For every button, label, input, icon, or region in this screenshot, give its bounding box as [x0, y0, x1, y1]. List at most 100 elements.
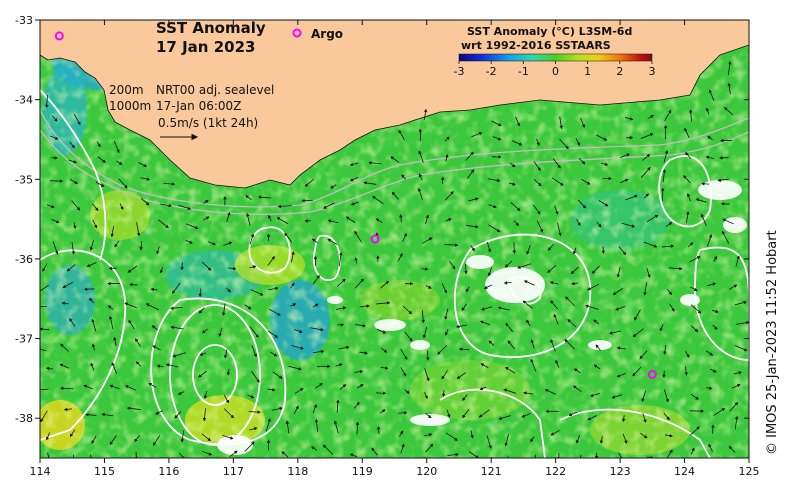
current-arrow-head — [114, 243, 118, 248]
current-arrow-head — [719, 156, 723, 160]
y-tick-label: -33 — [15, 14, 33, 27]
current-arrow-head — [663, 351, 667, 355]
current-arrow-head — [669, 449, 673, 454]
current-arrow-head — [320, 349, 325, 354]
current-arrow-head — [207, 437, 211, 442]
current-arrow-head — [232, 266, 237, 271]
current-arrow-head — [487, 272, 492, 277]
current-arrow-head — [700, 213, 705, 218]
current-arrow-head — [172, 290, 176, 294]
current-arrow-head — [83, 384, 88, 388]
current-arrow-head — [349, 178, 354, 182]
current-arrow-head — [458, 347, 463, 351]
current-arrow-head — [425, 214, 430, 219]
current-arrow-head — [73, 160, 78, 164]
current-arrow-head — [555, 211, 559, 215]
current-arrow-head — [44, 104, 49, 109]
current-arrow-head — [461, 307, 465, 311]
current-arrow-head — [177, 391, 182, 395]
current-arrow-head — [404, 411, 408, 415]
current-arrow-head — [586, 181, 591, 185]
current-arrow-head — [298, 367, 302, 371]
current-arrow-head — [696, 256, 701, 260]
current-arrow-head — [180, 439, 185, 443]
current-arrow-head — [218, 333, 222, 337]
colorbar-title-2: wrt 1992-2016 SSTAARS — [461, 39, 611, 52]
current-arrow-head — [599, 440, 604, 444]
current-arrow-shaft — [40, 284, 49, 292]
current-arrow-head — [89, 297, 93, 302]
current-arrow-head — [148, 383, 153, 387]
current-arrow-head — [511, 163, 516, 168]
current-arrow-head — [443, 289, 447, 294]
current-arrow-head — [298, 329, 303, 334]
colorbar-tick-label: 0 — [552, 65, 559, 78]
current-arrow-head — [441, 375, 445, 380]
current-arrow-head — [685, 151, 689, 156]
current-arrow-head — [570, 270, 575, 275]
current-arrow-head — [221, 312, 226, 316]
current-arrow-head — [250, 441, 255, 446]
colorbar-tick-label: 2 — [616, 65, 623, 78]
current-arrow-head — [634, 194, 638, 199]
current-arrow-head — [587, 286, 592, 291]
current-arrow-head — [291, 251, 295, 255]
current-arrow-head — [707, 135, 711, 140]
current-arrow-head — [145, 201, 150, 206]
current-arrow-head — [505, 367, 509, 371]
current-arrow-head — [581, 160, 586, 165]
current-arrow-head — [278, 375, 283, 379]
current-arrow-head — [624, 440, 628, 444]
current-arrow-head — [503, 281, 508, 285]
current-arrow-head — [360, 384, 364, 388]
current-arrow-head — [327, 219, 332, 223]
current-arrow-head — [480, 320, 484, 324]
current-arrow-head — [36, 388, 39, 391]
current-arrow-head — [314, 418, 319, 423]
current-arrow-head — [405, 390, 410, 394]
current-arrow-head — [403, 233, 407, 237]
current-arrow-head — [550, 300, 554, 304]
current-arrow-head — [202, 417, 207, 422]
current-arrow-head — [202, 329, 206, 334]
current-arrow-head — [333, 420, 338, 425]
current-arrow-head — [479, 386, 484, 391]
current-arrow-head — [720, 202, 725, 206]
current-arrow-head — [60, 343, 64, 348]
current-arrow-shaft — [47, 452, 50, 458]
x-tick-label: 114 — [30, 465, 51, 478]
current-arrow-head — [165, 224, 169, 229]
current-arrow-head — [615, 307, 619, 311]
current-arrow-head — [59, 363, 64, 367]
current-arrow-head — [354, 230, 358, 235]
current-arrow-head — [496, 178, 501, 183]
current-arrow-head — [455, 243, 459, 247]
current-arrow-head — [483, 285, 488, 289]
current-arrow-head — [670, 244, 675, 248]
current-arrow-head — [246, 212, 250, 217]
current-arrow-head — [550, 432, 555, 436]
current-arrow-head — [120, 206, 124, 210]
colorbar — [458, 53, 653, 62]
current-arrow-head — [480, 363, 485, 367]
current-arrow-head — [271, 256, 275, 260]
current-arrow-head — [281, 451, 286, 455]
current-arrow-head — [227, 211, 231, 216]
current-arrow-head — [100, 183, 105, 187]
current-arrow-head — [736, 255, 740, 259]
current-arrow-head — [728, 445, 733, 450]
current-arrow-head — [503, 388, 507, 392]
y-tick-label: -37 — [15, 333, 33, 346]
current-arrow-head — [320, 327, 324, 332]
current-arrow-head — [663, 124, 668, 129]
current-arrow-head — [71, 144, 75, 149]
current-arrow-head — [538, 182, 542, 187]
current-arrow-head — [537, 167, 541, 171]
current-arrow-head — [187, 206, 192, 211]
current-arrow-head — [408, 310, 413, 315]
current-arrow-head — [385, 280, 389, 285]
current-arrow-head — [733, 284, 738, 288]
current-arrow-shaft — [179, 452, 184, 458]
current-arrow-head — [693, 287, 698, 291]
current-arrow-head — [450, 191, 454, 195]
